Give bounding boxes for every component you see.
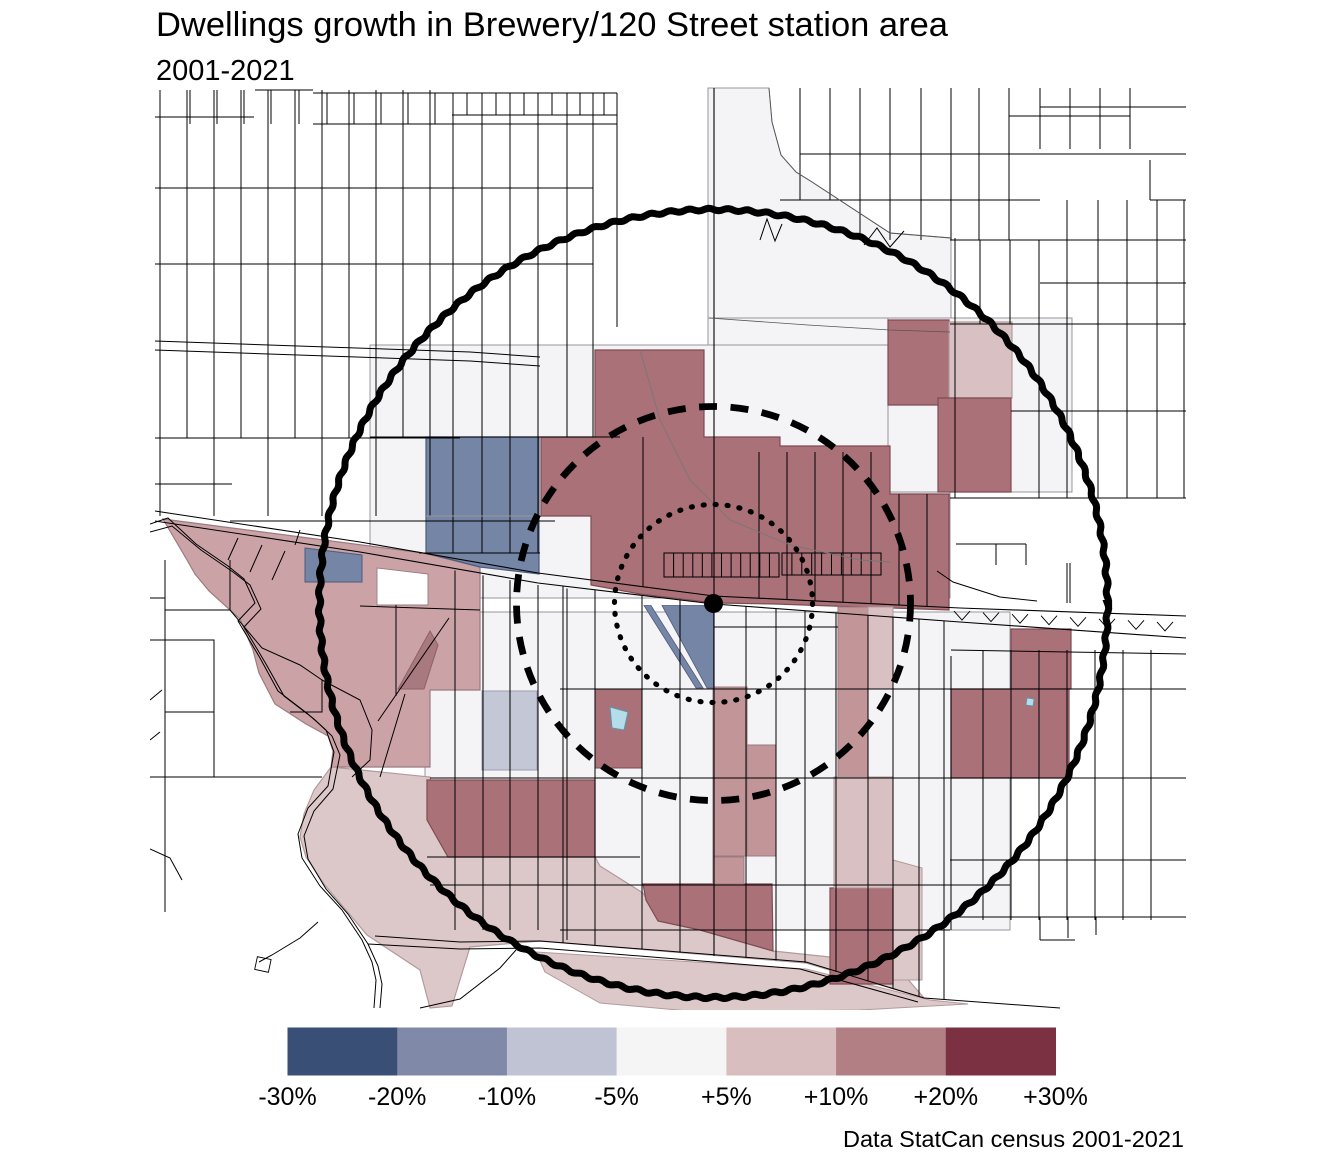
svg-text:Dwellings growth in Brewery/12: Dwellings growth in Brewery/120 Street s… bbox=[156, 6, 949, 44]
svg-text:+5%: +5% bbox=[701, 1083, 752, 1111]
svg-text:-30%: -30% bbox=[258, 1083, 316, 1111]
svg-text:+10%: +10% bbox=[804, 1083, 869, 1111]
svg-text:+20%: +20% bbox=[913, 1083, 978, 1111]
svg-text:+30%: +30% bbox=[1023, 1083, 1088, 1111]
svg-text:-20%: -20% bbox=[368, 1083, 426, 1111]
svg-text:-5%: -5% bbox=[594, 1083, 638, 1111]
svg-text:-10%: -10% bbox=[478, 1083, 536, 1111]
svg-text:Data StatCan census 2001-2021: Data StatCan census 2001-2021 bbox=[843, 1126, 1184, 1152]
svg-text:2001-2021: 2001-2021 bbox=[156, 55, 295, 87]
